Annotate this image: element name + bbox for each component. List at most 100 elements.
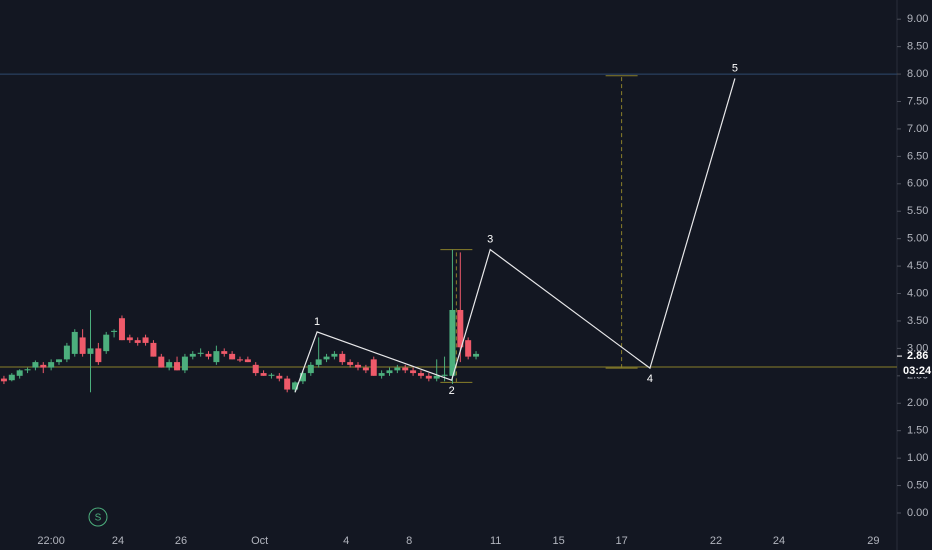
candle-body [181, 356, 188, 371]
candle-body [221, 351, 228, 354]
candle-body [402, 367, 409, 371]
y-tick-label: 6.00 [907, 178, 928, 190]
y-tick-label: 4.00 [907, 287, 928, 299]
candle-body [79, 337, 86, 354]
candle-body [111, 330, 118, 332]
candle-body [370, 359, 377, 376]
candle-body [252, 364, 259, 374]
candle-body [40, 364, 47, 368]
candle-body [355, 364, 362, 368]
y-tick-label: 3.00 [907, 342, 928, 354]
candle-body [299, 373, 306, 382]
candle-body [339, 353, 346, 363]
x-tick-label: 29 [867, 535, 879, 547]
y-tick-label: 1.00 [907, 452, 928, 464]
x-tick-label: 4 [343, 535, 349, 547]
wave-label: 2 [449, 385, 455, 397]
y-tick-label: 5.00 [907, 233, 928, 245]
candle-body [118, 318, 125, 341]
candle-body [126, 337, 133, 341]
candle-body [425, 375, 432, 379]
candle-body [323, 356, 330, 360]
candle-body [63, 345, 70, 360]
candle-body [189, 353, 196, 357]
candle-body [0, 378, 7, 382]
candle-body [417, 373, 424, 376]
x-tick-label: 24 [773, 535, 785, 547]
y-tick-label: 0.50 [907, 479, 928, 491]
candle-body [71, 331, 78, 354]
candle-body [244, 359, 251, 363]
candle-body [142, 337, 149, 343]
candle-body [158, 356, 165, 368]
candle-body [174, 362, 181, 371]
candle-body [362, 367, 369, 371]
y-tick-label: 8.50 [907, 41, 928, 53]
candle-body [48, 362, 55, 368]
wave-label: 5 [732, 62, 738, 74]
x-tick-label: 24 [112, 535, 124, 547]
y-tick-label: 7.50 [907, 95, 928, 107]
candle-body [260, 373, 267, 376]
wave-line [294, 78, 736, 393]
candle-body [150, 342, 157, 357]
candle-body [24, 369, 31, 371]
candle-body [276, 375, 283, 379]
y-tick-label: 5.50 [907, 205, 928, 217]
candle-body [441, 374, 448, 376]
candle-body [473, 353, 480, 357]
x-tick-label: 15 [553, 535, 565, 547]
candle-body [449, 309, 456, 376]
candle-body [56, 359, 63, 363]
y-tick-label: 4.50 [907, 260, 928, 272]
y-tick-label: 9.00 [907, 13, 928, 25]
candle-body [236, 359, 243, 361]
x-tick-label: 8 [406, 535, 412, 547]
badge[interactable]: S [95, 513, 102, 524]
candle-body [433, 375, 440, 379]
wave-label: 4 [647, 373, 653, 385]
candle-body [331, 353, 338, 357]
candle-body [87, 348, 94, 354]
y-tick-label: 2.00 [907, 397, 928, 409]
x-tick-label: 26 [175, 535, 187, 547]
candle-body [32, 362, 39, 368]
y-tick-label: 8.00 [907, 68, 928, 80]
candle-body [307, 364, 314, 374]
candle-body [229, 353, 236, 360]
candle-body [213, 351, 220, 363]
candle-body [315, 359, 322, 365]
candle-body [103, 334, 110, 352]
badge-circle[interactable] [88, 507, 108, 527]
wave-label: 3 [487, 234, 493, 246]
x-tick-label: 17 [615, 535, 627, 547]
candle-body [205, 353, 212, 357]
x-tick-label: 22 [710, 535, 722, 547]
last-price-label: 2.86 [907, 350, 928, 362]
candle-body [378, 373, 385, 376]
candle-body [8, 374, 15, 381]
candle-body [16, 370, 23, 376]
candle-body [95, 348, 102, 363]
candle-body [268, 374, 275, 376]
x-tick-label: 11 [490, 535, 501, 547]
y-tick-label: 7.00 [907, 123, 928, 135]
candle-body [465, 340, 472, 357]
candle-body [410, 370, 417, 374]
candle-body [394, 367, 401, 371]
candle-body [134, 340, 141, 343]
countdown-box [900, 364, 932, 378]
candle-body [347, 362, 354, 365]
candle-body [457, 309, 464, 348]
candle-body [284, 378, 291, 390]
x-tick-label: Oct [251, 535, 268, 547]
x-tick-label: 22:00 [37, 535, 65, 547]
y-tick-label: 0.00 [907, 507, 928, 519]
candle-body [292, 382, 299, 390]
candle-body [197, 352, 204, 354]
y-tick-label: 3.50 [907, 315, 928, 327]
countdown: 03:24 [903, 365, 932, 377]
candle-body [166, 362, 173, 368]
